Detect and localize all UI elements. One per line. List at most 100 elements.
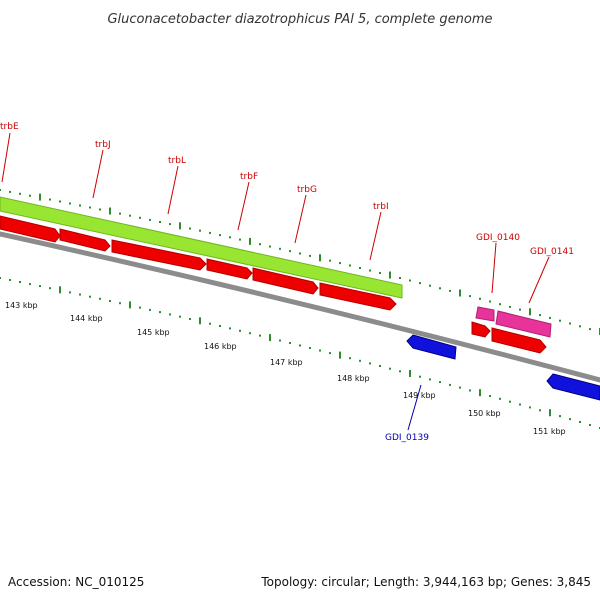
minor-tick (369, 362, 371, 365)
feature-lime-block[interactable] (0, 196, 403, 299)
minor-tick (139, 306, 141, 309)
scale-labels: 143 kbp 144 kbp 145 kbp 146 kbp 147 kbp … (5, 301, 566, 436)
feature-red-2[interactable] (59, 228, 111, 252)
scale-label: 148 kbp (337, 374, 370, 383)
feature-red-4[interactable] (206, 258, 253, 280)
minor-tick (369, 269, 371, 272)
minor-tick (29, 194, 31, 197)
minor-tick (309, 254, 311, 257)
minor-tick (379, 365, 381, 367)
minor-tick (19, 192, 21, 195)
red-feature-row (0, 215, 547, 354)
inner-scale-tick-row (0, 277, 600, 429)
gene-label-trbF[interactable]: trbF (240, 172, 258, 182)
minor-tick (99, 297, 101, 300)
leader-GDI_0139 (407, 384, 422, 431)
feature-pink-GDI_0140[interactable] (475, 306, 495, 322)
gene-label-trbJ[interactable]: trbJ (95, 140, 111, 150)
minor-tick (0, 277, 1, 279)
feature-red-5[interactable] (252, 267, 319, 295)
minor-tick (259, 243, 261, 246)
minor-tick (319, 349, 321, 352)
major-tick (39, 193, 41, 201)
major-tick (479, 389, 481, 397)
leader-trbG (294, 194, 307, 244)
scale-label: 149 kbp (403, 391, 436, 400)
minor-tick (549, 316, 551, 319)
minor-tick (489, 395, 491, 397)
minor-tick (169, 313, 171, 316)
gene-label-GDI_0141[interactable]: GDI_0141 (530, 247, 574, 257)
minor-tick (399, 277, 401, 279)
minor-tick (19, 281, 21, 283)
minor-tick (169, 223, 171, 226)
minor-tick (359, 359, 361, 362)
minor-tick (249, 332, 251, 335)
feature-red-8[interactable] (491, 327, 547, 354)
gene-label-trbI[interactable]: trbI (373, 202, 389, 212)
minor-tick (9, 190, 11, 193)
minor-tick (279, 339, 281, 342)
minor-tick (59, 200, 61, 203)
minor-tick (589, 424, 591, 426)
minor-tick (79, 204, 81, 207)
major-tick (529, 308, 531, 316)
minor-tick (189, 227, 191, 230)
major-tick (109, 207, 111, 215)
minor-tick (129, 214, 131, 217)
minor-tick (239, 329, 241, 332)
minor-tick (429, 284, 431, 287)
minor-tick (289, 342, 291, 344)
minor-tick (539, 409, 541, 412)
minor-tick (309, 347, 311, 349)
minor-tick (149, 308, 151, 311)
major-tick (179, 222, 181, 230)
gene-label-trbG[interactable]: trbG (297, 185, 317, 195)
minor-tick (569, 418, 571, 421)
scale-label: 143 kbp (5, 301, 38, 310)
major-tick (199, 317, 201, 325)
minor-tick (299, 252, 301, 255)
minor-tick (479, 297, 481, 300)
minor-tick (159, 311, 161, 314)
feature-red-7[interactable] (471, 321, 491, 338)
outer-tick-row (0, 189, 600, 335)
major-tick (409, 370, 411, 377)
genome-summary-text: Topology: circular; Length: 3,944,163 bp… (260, 575, 591, 589)
gene-label-trbL[interactable]: trbL (168, 156, 186, 166)
scale-label: 146 kbp (204, 342, 237, 351)
gene-label-GDI_0139[interactable]: GDI_0139 (385, 433, 429, 443)
gene-label-GDI_0140[interactable]: GDI_0140 (476, 233, 520, 243)
minor-tick (449, 383, 451, 386)
feature-red-6[interactable] (319, 282, 397, 311)
minor-tick (489, 300, 491, 303)
minor-tick (209, 322, 211, 325)
minor-tick (119, 302, 121, 305)
minor-tick (159, 221, 161, 223)
minor-tick (589, 328, 591, 331)
feature-blue-2[interactable] (546, 373, 600, 401)
minor-tick (99, 208, 101, 211)
minor-tick (189, 318, 191, 320)
feature-pink-GDI_0141[interactable] (495, 310, 552, 338)
genome-backbone (0, 231, 600, 383)
major-tick (549, 409, 551, 417)
minor-tick (79, 293, 81, 296)
minor-tick (329, 259, 331, 262)
leader-trbE (1, 132, 11, 183)
feature-red-1[interactable] (0, 215, 61, 243)
minor-tick (519, 308, 521, 311)
minor-tick (419, 375, 421, 378)
minor-tick (209, 231, 211, 234)
gene-label-trbE[interactable]: trbE (0, 122, 19, 132)
minor-tick (289, 250, 291, 253)
feature-red-3[interactable] (111, 239, 207, 271)
minor-tick (229, 236, 231, 239)
minor-tick (49, 287, 51, 290)
minor-tick (579, 325, 581, 328)
feature-blue-1[interactable] (406, 334, 457, 360)
minor-tick (109, 300, 111, 302)
scale-label: 145 kbp (137, 328, 170, 337)
minor-tick (69, 202, 71, 205)
